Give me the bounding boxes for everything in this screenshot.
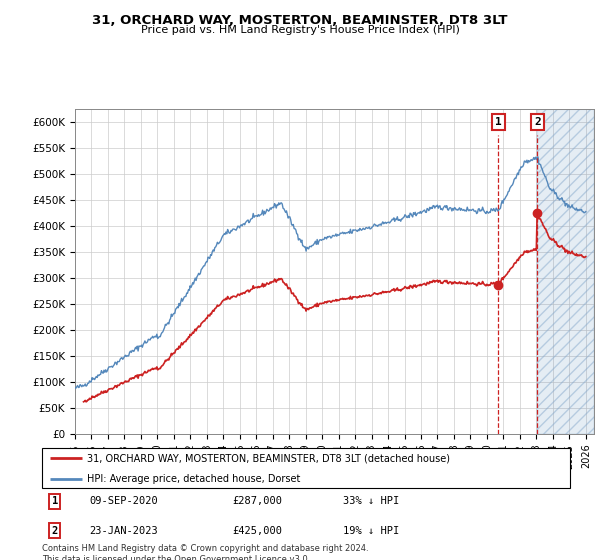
Text: HPI: Average price, detached house, Dorset: HPI: Average price, detached house, Dors… [87, 474, 300, 484]
Text: Price paid vs. HM Land Registry's House Price Index (HPI): Price paid vs. HM Land Registry's House … [140, 25, 460, 35]
Text: 33% ↓ HPI: 33% ↓ HPI [343, 497, 399, 506]
Text: Contains HM Land Registry data © Crown copyright and database right 2024.
This d: Contains HM Land Registry data © Crown c… [42, 544, 368, 560]
Text: £287,000: £287,000 [232, 497, 282, 506]
Text: 2: 2 [534, 117, 541, 127]
Text: £425,000: £425,000 [232, 526, 282, 535]
Text: 09-SEP-2020: 09-SEP-2020 [89, 497, 158, 506]
Text: 23-JAN-2023: 23-JAN-2023 [89, 526, 158, 535]
Text: 31, ORCHARD WAY, MOSTERTON, BEAMINSTER, DT8 3LT: 31, ORCHARD WAY, MOSTERTON, BEAMINSTER, … [92, 14, 508, 27]
Text: 31, ORCHARD WAY, MOSTERTON, BEAMINSTER, DT8 3LT (detached house): 31, ORCHARD WAY, MOSTERTON, BEAMINSTER, … [87, 453, 450, 463]
Text: 2: 2 [52, 526, 58, 535]
Text: 1: 1 [52, 497, 58, 506]
Bar [538, 109, 594, 434]
Text: 19% ↓ HPI: 19% ↓ HPI [343, 526, 399, 535]
FancyBboxPatch shape [42, 448, 570, 488]
Text: 1: 1 [495, 117, 502, 127]
Bar [538, 109, 594, 434]
